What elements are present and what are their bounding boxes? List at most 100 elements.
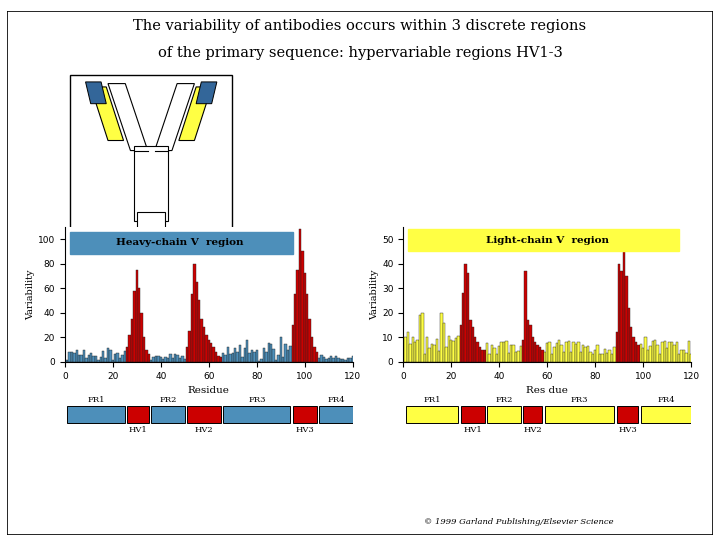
Bar — [572, 342, 575, 362]
Bar — [325, 359, 328, 362]
Bar — [344, 360, 347, 362]
Bar — [131, 319, 133, 362]
Bar — [659, 354, 661, 362]
Bar — [503, 342, 505, 362]
Text: © 1999 Garland Publishing/Elsevier Science: © 1999 Garland Publishing/Elsevier Scien… — [423, 518, 613, 526]
Bar — [153, 357, 155, 362]
Bar — [580, 352, 582, 362]
Bar — [407, 332, 409, 362]
Bar — [641, 406, 691, 423]
Bar — [601, 354, 603, 362]
Bar — [340, 359, 342, 362]
Bar — [472, 327, 474, 362]
Bar — [320, 355, 323, 362]
Bar — [107, 348, 109, 362]
Bar — [157, 356, 160, 362]
Bar — [545, 406, 614, 423]
Bar — [306, 294, 308, 362]
Bar — [513, 345, 515, 362]
Bar — [304, 273, 306, 362]
Bar — [618, 264, 621, 362]
Bar — [126, 347, 128, 362]
Bar — [121, 355, 124, 362]
Bar — [222, 353, 225, 362]
Bar — [85, 357, 88, 362]
Bar — [675, 342, 678, 362]
Bar — [668, 342, 671, 362]
Bar — [78, 355, 81, 362]
Bar — [524, 271, 527, 362]
Bar — [544, 352, 546, 362]
Bar — [239, 345, 241, 362]
Bar — [589, 352, 592, 362]
Bar — [556, 343, 558, 362]
Bar — [546, 343, 549, 362]
Text: of the primary sequence: hypervariable regions HV1-3: of the primary sequence: hypervariable r… — [158, 46, 562, 60]
X-axis label: Res due: Res due — [526, 386, 568, 395]
Bar — [292, 325, 294, 362]
Bar — [412, 338, 414, 362]
Bar — [333, 357, 335, 362]
Bar — [522, 340, 524, 362]
Bar — [215, 352, 217, 362]
Bar — [405, 406, 459, 423]
Bar — [71, 352, 73, 362]
Bar — [287, 349, 289, 362]
Bar — [539, 347, 541, 362]
Bar — [236, 352, 239, 362]
Bar — [457, 336, 459, 362]
Polygon shape — [91, 87, 124, 140]
Bar — [690, 354, 693, 362]
Bar — [438, 351, 441, 362]
Bar — [623, 244, 625, 362]
Bar — [462, 293, 464, 362]
Bar — [66, 360, 68, 362]
Bar — [246, 340, 248, 362]
Text: FR4: FR4 — [657, 396, 675, 404]
Bar — [464, 264, 467, 362]
Bar — [176, 355, 179, 362]
Bar — [99, 357, 102, 362]
Bar — [160, 357, 162, 362]
Bar — [83, 349, 85, 362]
Bar — [661, 342, 664, 362]
Bar — [301, 251, 304, 362]
Bar — [523, 406, 542, 423]
Bar — [193, 264, 196, 362]
Bar — [315, 352, 318, 362]
Bar — [330, 356, 333, 362]
Bar — [500, 342, 503, 362]
Text: Light-chain V  region: Light-chain V region — [486, 236, 608, 245]
Bar — [212, 347, 215, 362]
Bar — [223, 406, 290, 423]
Bar — [81, 355, 83, 362]
Bar — [505, 341, 508, 362]
Bar — [520, 346, 522, 362]
Bar — [515, 353, 517, 362]
Bar — [229, 354, 232, 362]
Bar — [488, 354, 491, 362]
Bar — [625, 276, 628, 362]
Bar — [452, 341, 455, 362]
Bar — [261, 359, 263, 362]
Bar — [654, 340, 657, 362]
Bar — [431, 344, 433, 362]
Bar — [196, 282, 198, 362]
Text: The variability of antibodies occurs within 3 discrete regions: The variability of antibodies occurs wit… — [133, 19, 587, 33]
Bar — [649, 346, 652, 362]
Bar — [243, 348, 246, 362]
Bar — [171, 358, 174, 362]
Bar — [596, 345, 599, 362]
Text: Heavy-chain V  region: Heavy-chain V region — [116, 238, 244, 247]
Bar — [191, 294, 193, 362]
Bar — [517, 351, 520, 362]
Bar — [551, 354, 553, 362]
Bar — [553, 347, 556, 362]
Bar — [664, 341, 666, 362]
Bar — [232, 353, 234, 362]
Bar — [616, 332, 618, 362]
Bar — [186, 347, 189, 362]
Bar — [637, 345, 639, 362]
Bar — [293, 406, 317, 423]
Bar — [143, 338, 145, 362]
